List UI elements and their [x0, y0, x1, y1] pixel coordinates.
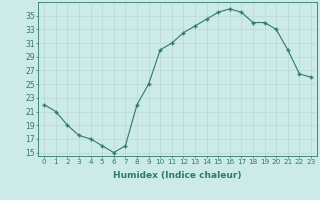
- X-axis label: Humidex (Indice chaleur): Humidex (Indice chaleur): [113, 171, 242, 180]
